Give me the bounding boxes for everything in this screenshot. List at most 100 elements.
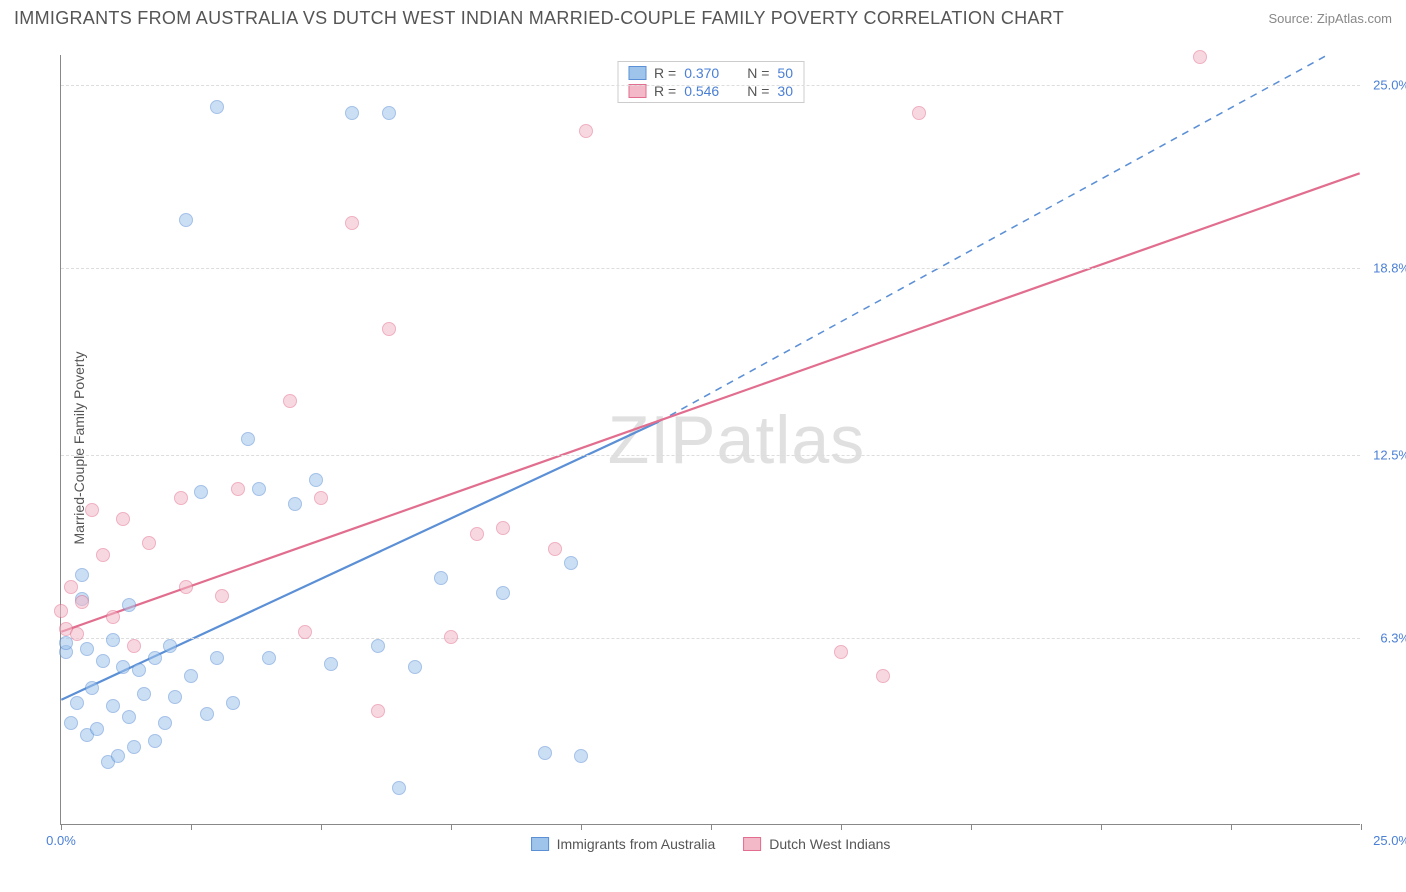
x-tick-label: 0.0% xyxy=(46,833,76,848)
scatter-point xyxy=(122,598,136,612)
scatter-point xyxy=(371,639,385,653)
y-tick-label: 25.0% xyxy=(1373,77,1406,92)
x-tick xyxy=(711,824,712,830)
scatter-point xyxy=(75,568,89,582)
scatter-point xyxy=(200,707,214,721)
y-tick-label: 18.8% xyxy=(1373,261,1406,276)
chart-plot-area: Married-Couple Family Poverty ZIPatlas R… xyxy=(60,55,1360,825)
scatter-point xyxy=(106,633,120,647)
scatter-point xyxy=(345,106,359,120)
scatter-point xyxy=(538,746,552,760)
legend-label: Immigrants from Australia xyxy=(557,836,716,852)
scatter-point xyxy=(90,722,104,736)
scatter-point xyxy=(392,781,406,795)
scatter-point xyxy=(122,710,136,724)
chart-title: IMMIGRANTS FROM AUSTRALIA VS DUTCH WEST … xyxy=(14,8,1064,29)
scatter-point xyxy=(184,669,198,683)
scatter-point xyxy=(215,589,229,603)
scatter-point xyxy=(96,548,110,562)
scatter-point xyxy=(64,716,78,730)
scatter-point xyxy=(496,586,510,600)
scatter-point xyxy=(70,627,84,641)
scatter-point xyxy=(85,503,99,517)
scatter-point xyxy=(252,482,266,496)
watermark-text: ZIPatlas xyxy=(608,401,865,479)
y-axis-label: Married-Couple Family Poverty xyxy=(71,351,87,544)
scatter-point xyxy=(834,645,848,659)
scatter-point xyxy=(194,485,208,499)
scatter-point xyxy=(210,100,224,114)
scatter-point xyxy=(298,625,312,639)
x-tick xyxy=(971,824,972,830)
regression-line-extrapolated xyxy=(659,55,1360,422)
scatter-point xyxy=(106,610,120,624)
scatter-point xyxy=(174,491,188,505)
scatter-point xyxy=(116,512,130,526)
source-label: Source: ZipAtlas.com xyxy=(1268,11,1392,26)
scatter-point xyxy=(283,394,297,408)
scatter-point xyxy=(226,696,240,710)
regression-lines-layer xyxy=(61,55,1360,824)
x-tick xyxy=(451,824,452,830)
scatter-point xyxy=(912,106,926,120)
scatter-point xyxy=(70,696,84,710)
legend-swatch xyxy=(531,837,549,851)
scatter-point xyxy=(470,527,484,541)
scatter-point xyxy=(408,660,422,674)
scatter-point xyxy=(75,595,89,609)
legend-label: Dutch West Indians xyxy=(769,836,890,852)
gridline-horizontal xyxy=(61,455,1360,456)
legend-swatch xyxy=(628,84,646,98)
scatter-point xyxy=(496,521,510,535)
scatter-point xyxy=(127,740,141,754)
x-tick xyxy=(581,824,582,830)
scatter-point xyxy=(96,654,110,668)
n-label: N = xyxy=(747,65,769,81)
y-tick-label: 6.3% xyxy=(1380,631,1406,646)
scatter-point xyxy=(579,124,593,138)
scatter-point xyxy=(231,482,245,496)
scatter-point xyxy=(148,734,162,748)
x-tick xyxy=(321,824,322,830)
scatter-point xyxy=(382,322,396,336)
scatter-point xyxy=(345,216,359,230)
scatter-point xyxy=(241,432,255,446)
scatter-point xyxy=(179,213,193,227)
scatter-point xyxy=(179,580,193,594)
scatter-point xyxy=(106,699,120,713)
scatter-point xyxy=(574,749,588,763)
legend-swatch xyxy=(743,837,761,851)
scatter-point xyxy=(64,580,78,594)
scatter-point xyxy=(85,681,99,695)
regression-line xyxy=(61,173,1359,631)
r-value: 0.370 xyxy=(684,65,719,81)
scatter-point xyxy=(262,651,276,665)
scatter-point xyxy=(111,749,125,763)
scatter-point xyxy=(309,473,323,487)
scatter-point xyxy=(210,651,224,665)
scatter-point xyxy=(288,497,302,511)
gridline-horizontal xyxy=(61,638,1360,639)
scatter-point xyxy=(137,687,151,701)
x-tick-label: 25.0% xyxy=(1373,833,1406,848)
scatter-point xyxy=(876,669,890,683)
r-label: R = xyxy=(654,65,676,81)
scatter-point xyxy=(168,690,182,704)
legend-item: Dutch West Indians xyxy=(743,836,890,852)
scatter-point xyxy=(132,663,146,677)
scatter-point xyxy=(80,642,94,656)
scatter-point xyxy=(1193,50,1207,64)
legend-item: Immigrants from Australia xyxy=(531,836,716,852)
legend-swatch xyxy=(628,66,646,80)
scatter-point xyxy=(382,106,396,120)
correlation-legend: R = 0.370N = 50R = 0.546N = 30 xyxy=(617,61,804,103)
scatter-point xyxy=(163,639,177,653)
series-legend: Immigrants from Australia Dutch West Indi… xyxy=(531,836,891,852)
x-tick xyxy=(191,824,192,830)
legend-row: R = 0.370N = 50 xyxy=(628,64,793,82)
y-tick-label: 12.5% xyxy=(1373,447,1406,462)
gridline-horizontal xyxy=(61,85,1360,86)
scatter-point xyxy=(148,651,162,665)
scatter-point xyxy=(127,639,141,653)
scatter-point xyxy=(564,556,578,570)
